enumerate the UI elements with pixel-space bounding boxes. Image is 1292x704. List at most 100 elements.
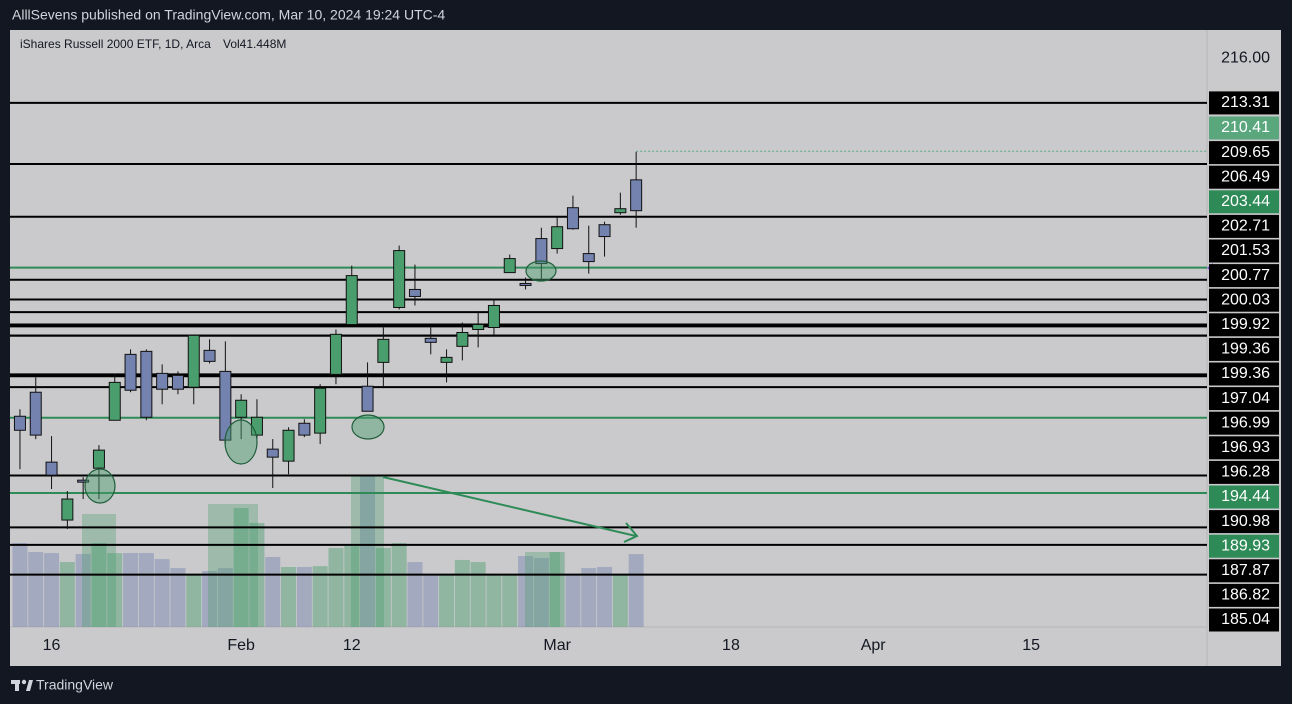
candle-body — [393, 250, 406, 308]
candle-body — [156, 372, 169, 390]
ellipse — [224, 419, 258, 465]
candle-body — [487, 304, 500, 328]
price-label: 196.93 — [1221, 439, 1270, 456]
x-tick-label: Apr — [861, 637, 887, 654]
volume-layer — [12, 476, 644, 627]
volume-highlights — [82, 476, 560, 627]
price-label: 202.71 — [1221, 218, 1270, 235]
highlight — [208, 504, 258, 627]
price-label: 213.31 — [1221, 94, 1270, 111]
volume-bar — [312, 566, 328, 627]
volume-bar — [423, 575, 439, 627]
price-label-bg — [1209, 559, 1279, 583]
price-label-bg — [1209, 411, 1279, 435]
brand: TradingView — [36, 677, 114, 693]
arrow-head — [623, 522, 639, 543]
price-label-bg — [1209, 534, 1279, 558]
price-label-bg — [1209, 165, 1279, 189]
volume-bar — [28, 552, 44, 627]
candle-body — [582, 253, 595, 263]
candle-body — [45, 461, 58, 476]
price-label-bg — [1209, 460, 1279, 484]
candle-body — [361, 385, 374, 412]
candle-body — [108, 381, 121, 421]
price-label-bg — [1209, 288, 1279, 312]
candle-body — [29, 391, 42, 436]
candle-body — [598, 224, 611, 238]
price-label: 190.98 — [1221, 513, 1270, 530]
candles-layer — [13, 151, 643, 530]
arrow-line — [382, 476, 637, 537]
candle-body — [408, 288, 421, 297]
volume-bar — [123, 553, 139, 627]
candle-body — [551, 226, 564, 250]
annotations — [84, 260, 557, 504]
candle-body — [235, 399, 248, 418]
y-tick-label: 216.00 — [1221, 49, 1270, 66]
price-label: 196.28 — [1221, 464, 1270, 481]
highlight — [351, 476, 384, 627]
candle-body — [203, 349, 216, 362]
volume-bar — [391, 543, 407, 627]
candle-body — [440, 356, 453, 363]
publisher: AlllSevens published on TradingView.com,… — [12, 7, 445, 23]
price-label-bg — [1209, 190, 1279, 214]
volume-bar — [12, 543, 28, 627]
x-tick-label: 18 — [722, 637, 740, 654]
volume-bar — [565, 575, 581, 627]
price-label: 199.92 — [1221, 316, 1270, 333]
price-label: 196.99 — [1221, 414, 1270, 431]
volume-bar — [486, 575, 502, 627]
price-label-bg — [1209, 387, 1279, 411]
logo-part — [26, 680, 33, 691]
candle-body — [472, 323, 485, 331]
highlight — [82, 514, 116, 627]
price-label: 197.04 — [1221, 390, 1270, 407]
volume-bar — [454, 559, 470, 627]
price-label-bg — [1209, 362, 1279, 386]
price-label: 200.77 — [1221, 267, 1270, 284]
candle-body — [519, 282, 532, 286]
volume-bar — [170, 568, 186, 627]
candle-body — [314, 387, 327, 434]
price-label: 199.36 — [1221, 365, 1270, 382]
price-label-bg — [1209, 264, 1279, 288]
price-label: 185.04 — [1221, 611, 1270, 628]
candle-body — [61, 498, 74, 521]
candle-body — [377, 338, 390, 363]
price-label-bg — [1209, 337, 1279, 361]
levels-layer — [10, 101, 1207, 576]
price-label: 200.03 — [1221, 291, 1270, 308]
volume-bar — [44, 553, 60, 627]
price-label-bg — [1209, 510, 1279, 534]
candle-body — [345, 275, 358, 325]
volume-bar — [296, 566, 312, 627]
price-label: 186.82 — [1221, 587, 1270, 604]
candle-body — [187, 334, 200, 388]
candle-body — [92, 449, 105, 469]
chart-pane — [10, 30, 1281, 666]
volume-label: Vol41.448M — [223, 37, 286, 51]
x-tick-label: Feb — [227, 637, 255, 654]
price-label-bg — [1209, 91, 1279, 115]
candle-body — [298, 422, 311, 436]
price-label: 210.41 — [1221, 119, 1270, 136]
highlight — [525, 552, 560, 627]
volume-bar — [360, 476, 376, 627]
x-tick-label: 12 — [343, 637, 361, 654]
candle-body — [424, 337, 437, 343]
candle-body — [282, 429, 295, 462]
price-label: 189.93 — [1221, 537, 1270, 554]
candle-body — [140, 350, 153, 418]
ellipse — [351, 414, 385, 440]
price-label-bg — [1209, 436, 1279, 460]
volume-bar — [59, 562, 75, 627]
volume-bar — [154, 559, 170, 627]
price-label-bg — [1209, 239, 1279, 263]
volume-bar — [281, 566, 297, 627]
volume-bar — [265, 556, 281, 627]
candle-body — [456, 332, 469, 347]
candle-body — [535, 238, 548, 265]
price-label: 209.65 — [1221, 144, 1270, 161]
